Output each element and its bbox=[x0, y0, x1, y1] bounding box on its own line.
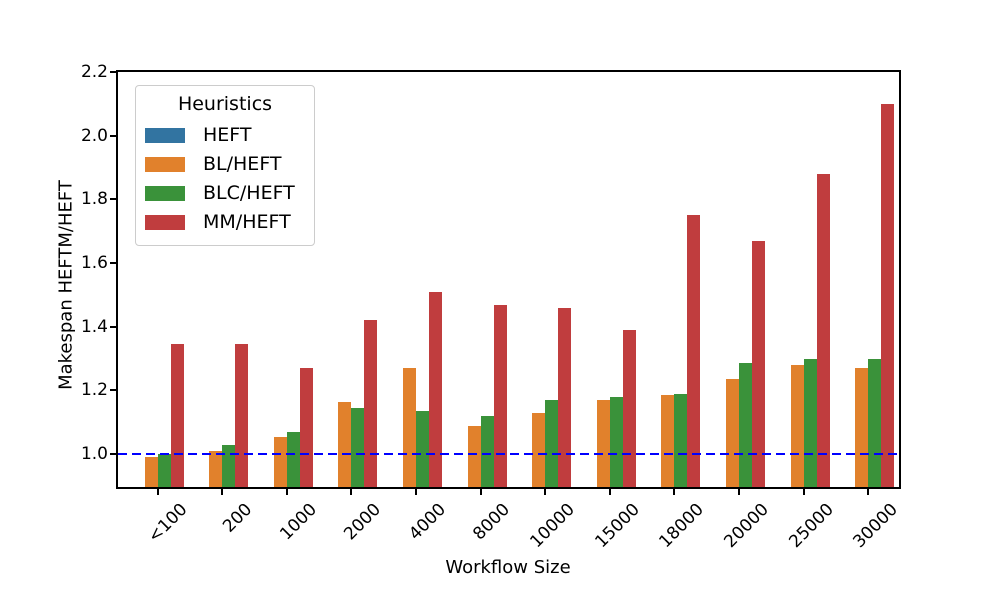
x-tick-label: 20000 bbox=[720, 499, 773, 552]
legend-item-bl-heft: BL/HEFT bbox=[136, 150, 314, 179]
y-tick bbox=[110, 198, 116, 201]
bar-bl-heft-2000 bbox=[338, 401, 352, 487]
y-tick-label: 1.2 bbox=[80, 380, 108, 401]
x-tick bbox=[608, 489, 611, 495]
bar-blc-heft-8000 bbox=[480, 415, 494, 487]
x-tick-label: 2000 bbox=[340, 499, 386, 545]
legend-swatch-blc-heft bbox=[145, 186, 185, 201]
x-tick-label: 1000 bbox=[275, 499, 321, 545]
y-tick bbox=[110, 134, 116, 137]
y-tick-label: 1.4 bbox=[80, 316, 108, 337]
x-tick-label: 200 bbox=[218, 499, 256, 537]
y-tick-label: 2.2 bbox=[80, 62, 108, 82]
x-tick-label: 4000 bbox=[404, 499, 450, 545]
x-tick bbox=[738, 489, 740, 495]
x-tick bbox=[221, 489, 224, 495]
y-tick-label: 1.8 bbox=[80, 189, 108, 210]
bar-blc-heft-4000 bbox=[416, 411, 429, 487]
y-tick bbox=[110, 453, 116, 456]
legend-item-mm-heft: MM/HEFT bbox=[136, 208, 314, 237]
bar-blc-heft-200 bbox=[222, 444, 236, 487]
bar-mm-heft-1000 bbox=[299, 368, 313, 487]
legend-item-blc-heft: BLC/HEFT bbox=[136, 179, 314, 208]
y-axis-label: Makespan HEFTM/HEFT bbox=[55, 180, 77, 390]
x-axis-label: Workflow Size bbox=[445, 557, 571, 578]
bar-blc-heft-2000 bbox=[351, 408, 365, 487]
bar-mm-heft-2000 bbox=[364, 320, 378, 487]
legend-swatch-mm-heft bbox=[145, 215, 185, 230]
legend-item-label: HEFT bbox=[203, 124, 252, 146]
bar-bl-heft-10000 bbox=[532, 412, 546, 487]
bar-bl-heft-25000 bbox=[790, 365, 804, 487]
legend-title: Heuristics bbox=[177, 93, 273, 115]
bar-blc-heft-18000 bbox=[674, 393, 688, 487]
bar-bl-heft-1000 bbox=[273, 436, 287, 487]
bar-bl-heft-15000 bbox=[596, 400, 610, 487]
legend-swatch-heft bbox=[145, 128, 185, 143]
plot-inner: Heuristics HEFT BL/HEFT BLC/HEFT MM/HEFT bbox=[118, 72, 899, 487]
y-tick bbox=[110, 262, 116, 265]
plot-area: Heuristics HEFT BL/HEFT BLC/HEFT MM/HEFT bbox=[116, 70, 901, 489]
bar-blc-heft-1000 bbox=[286, 431, 300, 487]
legend-item-label: MM/HEFT bbox=[203, 211, 291, 233]
y-tick-label: 2.0 bbox=[80, 125, 108, 146]
x-tick-label: 25000 bbox=[784, 499, 838, 552]
bar-blc-heft-20000 bbox=[739, 363, 752, 487]
bar-blc-heft-15000 bbox=[609, 396, 623, 487]
x-tick bbox=[285, 489, 288, 495]
x-tick bbox=[544, 489, 547, 495]
bar-bl-heft--100 bbox=[144, 457, 158, 487]
bar-mm-heft-25000 bbox=[816, 173, 830, 487]
legend-swatch-bl-heft bbox=[145, 157, 185, 172]
bar-bl-heft-20000 bbox=[726, 379, 739, 487]
bar-mm-heft--100 bbox=[170, 344, 184, 487]
legend-item-label: BLC/HEFT bbox=[203, 182, 295, 204]
x-tick-label: 8000 bbox=[469, 499, 515, 545]
x-tick bbox=[802, 489, 805, 495]
y-tick bbox=[110, 325, 116, 328]
x-tick-label: 30000 bbox=[849, 499, 902, 552]
bar-mm-heft-30000 bbox=[881, 103, 895, 487]
x-tick bbox=[867, 489, 870, 495]
x-tick-label: <100 bbox=[144, 499, 192, 547]
x-tick-label: 10000 bbox=[526, 499, 579, 552]
bar-bl-heft-30000 bbox=[855, 368, 869, 487]
x-tick-label: 18000 bbox=[655, 499, 709, 552]
x-tick bbox=[156, 489, 159, 495]
bar-blc-heft-25000 bbox=[803, 358, 817, 487]
y-tick bbox=[110, 389, 116, 392]
y-tick-label: 1.6 bbox=[80, 253, 108, 274]
bar-mm-heft-10000 bbox=[558, 307, 572, 487]
y-tick-label: 1.0 bbox=[80, 444, 108, 465]
x-tick bbox=[673, 489, 676, 495]
bar-mm-heft-18000 bbox=[687, 215, 701, 487]
bar-bl-heft-4000 bbox=[403, 368, 416, 487]
bar-mm-heft-15000 bbox=[622, 329, 636, 487]
y-tick bbox=[110, 71, 116, 73]
legend-items: HEFT BL/HEFT BLC/HEFT MM/HEFT bbox=[136, 121, 314, 237]
bar-blc-heft--100 bbox=[157, 454, 171, 487]
bar-mm-heft-4000 bbox=[429, 291, 442, 487]
legend: Heuristics HEFT BL/HEFT BLC/HEFT MM/HEFT bbox=[135, 85, 315, 246]
reference-line bbox=[118, 453, 899, 456]
bar-blc-heft-10000 bbox=[545, 400, 559, 487]
x-tick-label: 15000 bbox=[591, 499, 644, 552]
legend-item-heft: HEFT bbox=[136, 121, 314, 150]
bar-mm-heft-8000 bbox=[493, 304, 507, 487]
x-tick bbox=[350, 489, 353, 495]
bar-bl-heft-200 bbox=[209, 451, 223, 487]
legend-item-label: BL/HEFT bbox=[203, 153, 282, 175]
x-tick bbox=[415, 489, 417, 495]
x-tick bbox=[479, 489, 482, 495]
bar-mm-heft-20000 bbox=[752, 240, 765, 487]
bar-bl-heft-8000 bbox=[467, 425, 481, 487]
bar-bl-heft-18000 bbox=[661, 395, 675, 487]
bar-mm-heft-200 bbox=[235, 344, 249, 487]
bar-blc-heft-30000 bbox=[868, 358, 882, 487]
